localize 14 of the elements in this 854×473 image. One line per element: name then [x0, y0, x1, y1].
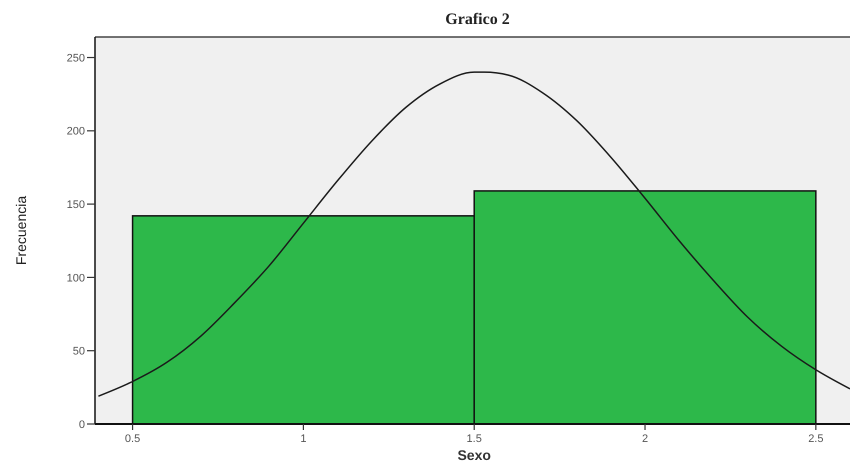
y-tick-label: 0: [78, 418, 85, 431]
y-tick-label: 250: [66, 52, 85, 64]
x-tick-label: 0.5: [124, 433, 140, 445]
x-tick-label: 2: [642, 433, 648, 445]
y-tick-label: 200: [66, 126, 85, 138]
chart-title: Grafico 2: [445, 11, 510, 28]
x-tick-label: 1: [300, 433, 306, 445]
x-tick-label: 2.5: [808, 433, 824, 445]
x-tick-label: 1.5: [466, 433, 482, 445]
y-axis-title: Frecuencia: [13, 196, 29, 266]
y-tick-label: 100: [66, 272, 85, 284]
x-axis-title: Sexo: [457, 447, 491, 463]
y-tick-label: 50: [72, 346, 85, 358]
y-tick-label: 150: [66, 198, 85, 211]
